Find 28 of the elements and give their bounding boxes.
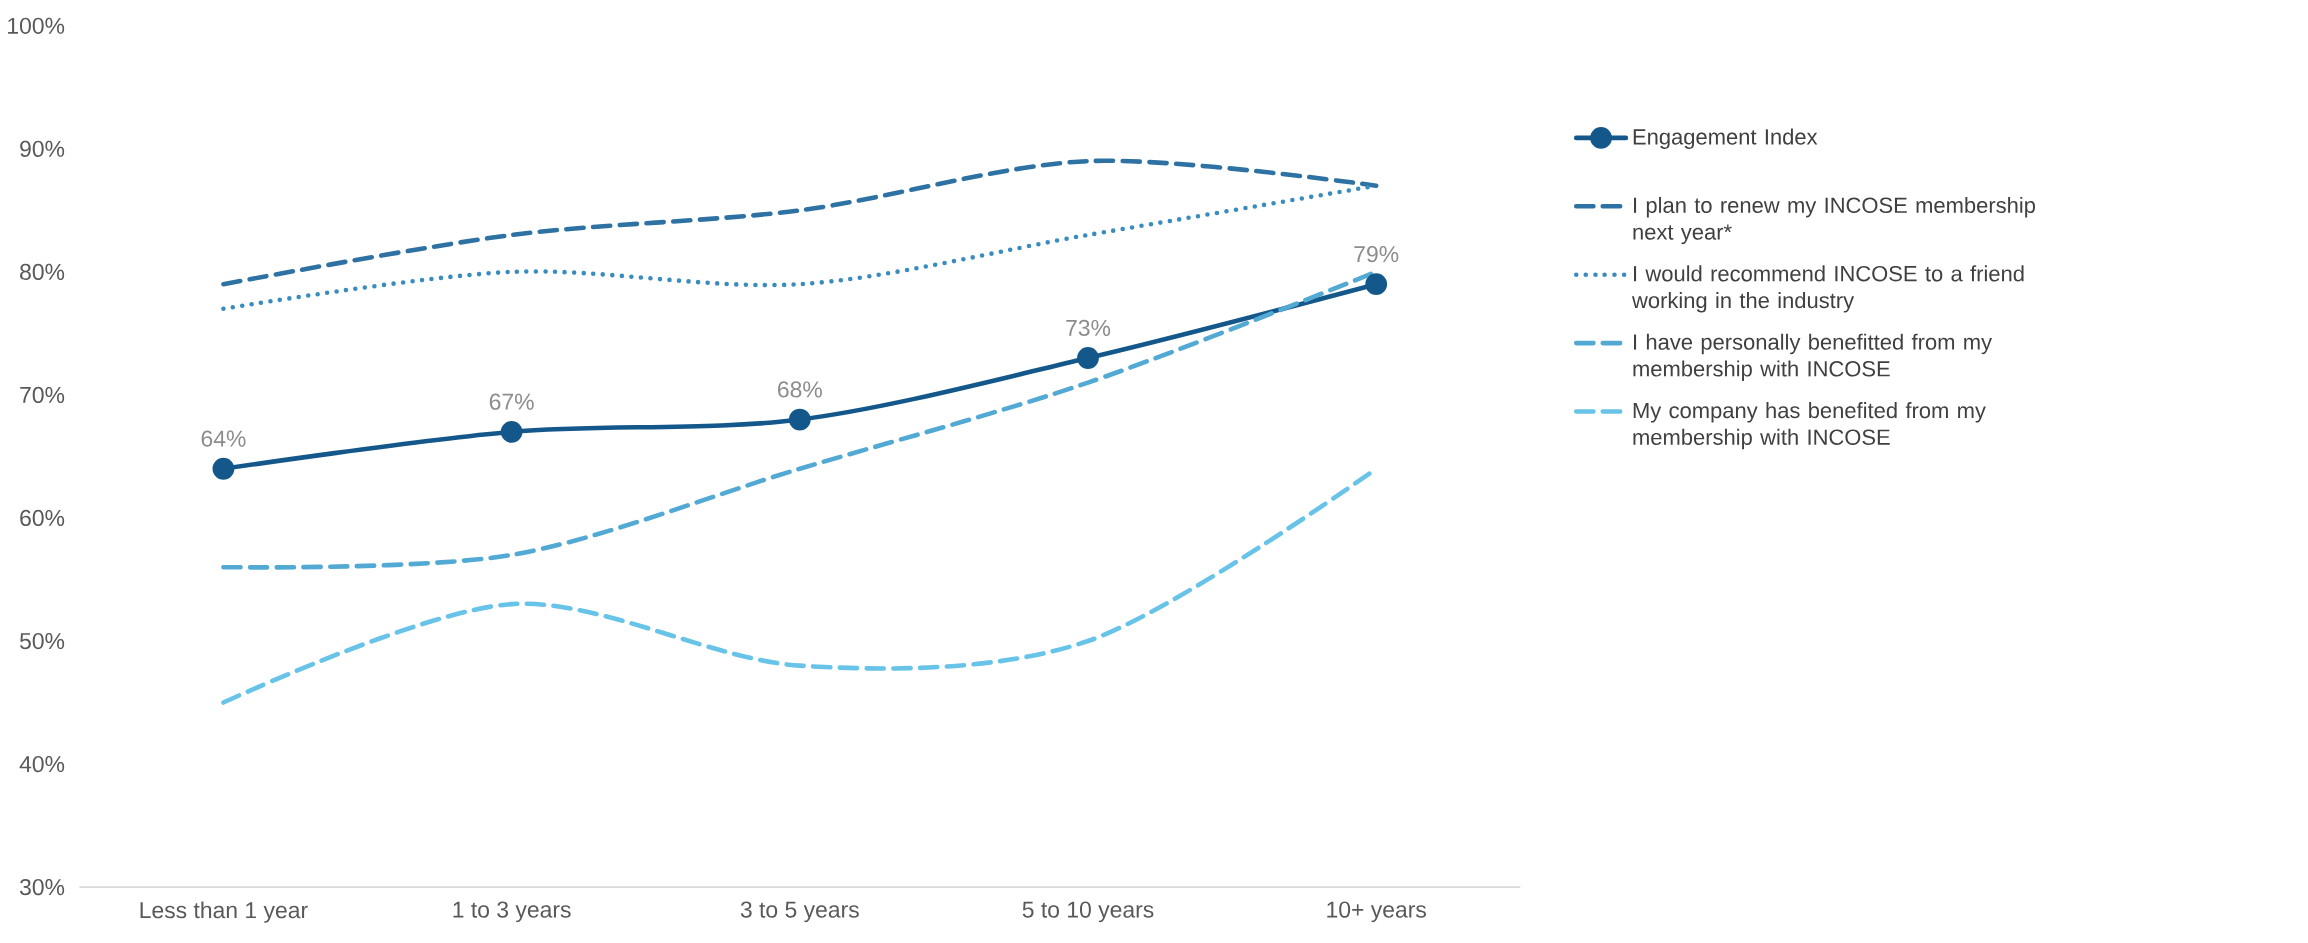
x-tick-label: 3 to 5 years: [740, 901, 859, 922]
x-tick-label: 10+ years: [1327, 901, 1426, 922]
data-label: 67%: [489, 393, 534, 410]
x-tick-label: 1 to 3 years: [453, 901, 571, 922]
data-label: 79%: [1354, 245, 1399, 262]
legend-label: Engagement Index: [1633, 128, 1818, 149]
y-tick-label: 40%: [19, 755, 65, 772]
point: [212, 457, 235, 480]
data-label: 68%: [778, 381, 822, 398]
legend-label: My company has benefited from my membership with INCOSE: [1633, 401, 1986, 450]
y-tick-label: 50%: [20, 632, 65, 649]
point: [788, 408, 811, 431]
y-tick-label: 70%: [20, 386, 65, 403]
y-tick-label: 30%: [19, 878, 65, 896]
legend-label: I would recommend INCOSE to a friend working in the industry: [1631, 265, 2024, 313]
x-tick-label: 5 to 10 years: [1022, 901, 1154, 922]
point: [1077, 346, 1099, 369]
x-tick-label: Less than 1 year: [140, 901, 308, 923]
legend-label: I plan to renew my INCOSE membership next year*: [1633, 196, 2035, 244]
legend-label: I have personally benefitted from my membership with INCOSE: [1633, 333, 1993, 381]
data-label: 64%: [201, 430, 246, 447]
y-tick-label: 100%: [8, 17, 65, 34]
y-tick-label: 60%: [20, 509, 65, 526]
point: [1365, 273, 1388, 295]
y-tick-label: 90%: [20, 140, 65, 157]
data-label: 73%: [1066, 319, 1111, 336]
y-tick-label: 80%: [20, 263, 65, 280]
point: [500, 420, 523, 443]
